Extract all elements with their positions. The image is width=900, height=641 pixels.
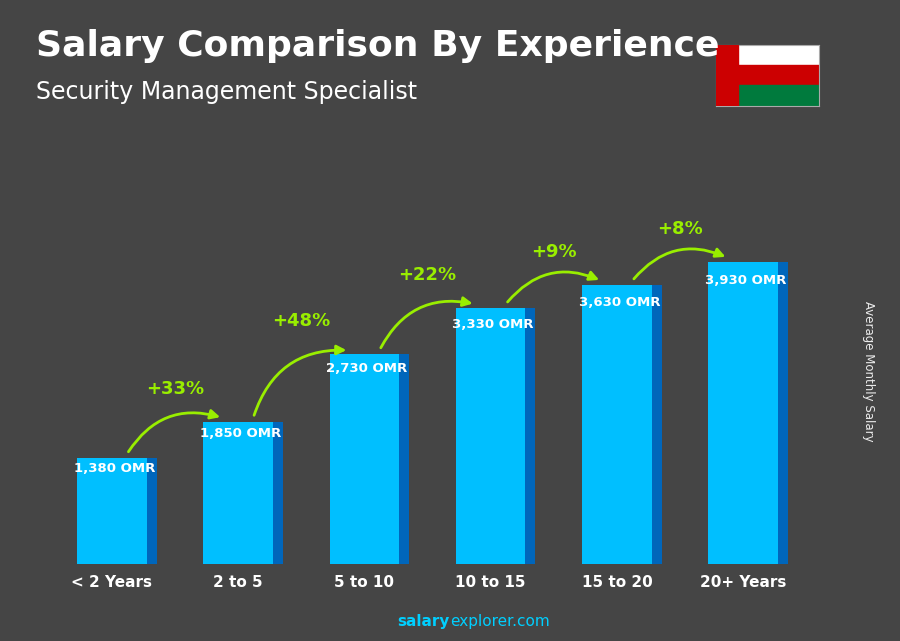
Text: +8%: +8% (657, 220, 703, 238)
Text: 1,380 OMR: 1,380 OMR (74, 462, 155, 475)
Text: 3,930 OMR: 3,930 OMR (705, 274, 787, 287)
Text: +33%: +33% (146, 380, 204, 398)
Text: 1,850 OMR: 1,850 OMR (200, 428, 281, 440)
Bar (716, 65, 819, 85)
Polygon shape (778, 262, 788, 564)
Bar (716, 45, 819, 65)
Text: 2,730 OMR: 2,730 OMR (327, 363, 408, 376)
Text: +48%: +48% (272, 312, 330, 330)
FancyBboxPatch shape (77, 458, 147, 564)
Text: explorer.com: explorer.com (450, 615, 550, 629)
Polygon shape (652, 285, 662, 564)
Polygon shape (147, 458, 157, 564)
FancyBboxPatch shape (708, 262, 778, 564)
Text: Average Monthly Salary: Average Monthly Salary (862, 301, 875, 442)
Polygon shape (273, 422, 283, 564)
Polygon shape (526, 308, 536, 564)
FancyBboxPatch shape (203, 422, 273, 564)
Text: Salary Comparison By Experience: Salary Comparison By Experience (36, 29, 719, 63)
Text: 3,630 OMR: 3,630 OMR (579, 296, 661, 309)
FancyBboxPatch shape (456, 308, 526, 564)
FancyBboxPatch shape (582, 285, 652, 564)
Text: +9%: +9% (531, 243, 577, 261)
Text: +22%: +22% (399, 266, 456, 284)
Text: salary: salary (398, 615, 450, 629)
Bar (716, 85, 819, 106)
Text: 3,330 OMR: 3,330 OMR (453, 318, 534, 331)
Bar (716, 45, 738, 106)
Text: Security Management Specialist: Security Management Specialist (36, 80, 417, 104)
Polygon shape (399, 354, 410, 564)
FancyBboxPatch shape (329, 354, 399, 564)
